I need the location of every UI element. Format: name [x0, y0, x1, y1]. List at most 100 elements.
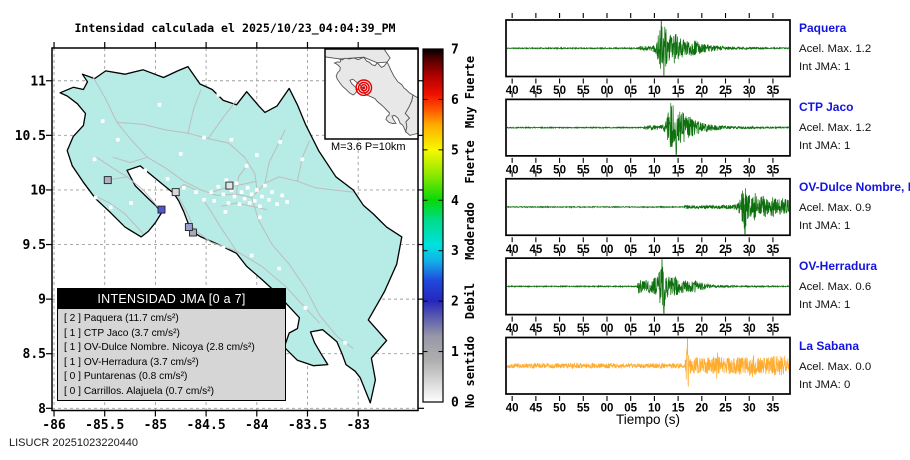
- legend-entry: [ 0 ] Carrillos. Alajuela (0.7 cm/s²): [64, 385, 215, 397]
- intensity-legend: INTENSIDAD JMA [0 a 7] [ 2 ] Paquera (11…: [57, 288, 286, 401]
- station-dots: [92, 93, 347, 365]
- colorbar-category-label: No sentido: [463, 335, 477, 408]
- lat-tick-label: 9.5: [23, 238, 46, 253]
- time-tick-label: 30: [743, 403, 756, 415]
- colorbar-category-label: Muy Fuerte: [463, 55, 477, 128]
- station-dot: [247, 201, 252, 205]
- station-int-jma: Int JMA: 0: [799, 378, 851, 391]
- station-dot: [202, 135, 206, 140]
- colorbar-ticks: [423, 98, 443, 353]
- time-tick-label: 45: [529, 403, 542, 415]
- station-name: La Sabana: [799, 338, 860, 353]
- station-int-jma: Int JMA: 1: [799, 61, 851, 73]
- time-tick-label: 05: [624, 164, 637, 176]
- station-dot: [92, 157, 97, 162]
- time-tick-label: 35: [767, 85, 780, 97]
- station-name: OV-Herradura: [799, 259, 878, 274]
- lon-tick-label: -84.5: [187, 418, 226, 433]
- seismogram-panel: 40 45 50 55 00 05 10 15 20 25 30 35: [505, 251, 791, 335]
- station-dot: [221, 246, 226, 250]
- time-tick-label: 50: [553, 403, 566, 415]
- time-tick-label: 30: [743, 85, 756, 97]
- seismogram-panel: 40 45 50 55 00 05 10 15 20 25 30 35: [505, 171, 791, 256]
- costa-rica-landmass: [59, 65, 403, 404]
- station-dot: [143, 168, 148, 173]
- time-tick-label: 40: [506, 403, 519, 415]
- station-dot: [244, 164, 249, 168]
- time-tick-label: 00: [601, 85, 614, 97]
- station-name: Paquera: [799, 21, 847, 35]
- time-axis-ticks: [511, 330, 774, 401]
- time-tick-label: 40: [506, 323, 519, 335]
- time-tick-label: 05: [624, 403, 637, 415]
- time-tick-label: 00: [601, 164, 614, 176]
- station-dot: [221, 192, 226, 197]
- station-dot: [202, 197, 206, 202]
- time-tick-label: 20: [695, 323, 708, 335]
- legend-title: INTENSIDAD JMA [0 a 7]: [58, 289, 285, 309]
- seismogram-panel: 40 45 50 55 00 05 10 15 20 25 30 35: [505, 13, 791, 97]
- station-dot: [267, 197, 271, 202]
- station-int-jma: Int JMA: 1: [799, 140, 851, 153]
- lat-tick-label: 9: [38, 293, 46, 308]
- station-acel-max: Acel. Max. 1.2: [799, 122, 872, 135]
- station-dot: [258, 215, 262, 220]
- station-dot: [157, 102, 162, 107]
- map-title: Intensidad calculada el 2025/10/23_04:04…: [74, 21, 396, 35]
- station-dot: [229, 137, 234, 142]
- station-acel-max: Acel. Max. 0.6: [799, 281, 872, 294]
- time-tick-label: 40: [506, 244, 519, 256]
- time-tick-label: 55: [577, 323, 590, 335]
- colorbar-tick-label: 4: [451, 194, 459, 209]
- time-tick-label: 30: [743, 164, 756, 176]
- time-tick-label: 30: [743, 244, 756, 256]
- intensity-marker: [171, 188, 180, 197]
- station-dot: [224, 178, 229, 182]
- station-dot: [280, 193, 284, 198]
- map-axis-labels: -86 -85.5 -85 -84.5 -84 -83.5 -83 8 8.5 9 9.5 10 10.…: [15, 74, 370, 433]
- epicenter-icon: [355, 79, 373, 97]
- time-tick-label: 15: [672, 85, 685, 97]
- time-axis-title: Tiempo (s): [615, 412, 680, 427]
- station-dot: [182, 185, 186, 190]
- time-tick-label: 45: [529, 244, 542, 256]
- seismogram-panel: 40 45 50 55 00 05 10 15 20 25 30 35: [505, 92, 791, 176]
- time-tick-label: 20: [695, 85, 708, 97]
- colorbar-tick-label: 0: [451, 396, 459, 411]
- lon-tick-label: -85.5: [85, 418, 124, 433]
- waveform-trace: [507, 338, 789, 387]
- station-dot: [93, 195, 98, 200]
- station-dot: [226, 201, 231, 205]
- time-tick-label: 50: [553, 164, 566, 176]
- station-acel-max: Acel. Max. 1.2: [799, 43, 872, 55]
- time-tick-label: 10: [648, 403, 661, 415]
- time-axis-ticks: [511, 92, 774, 163]
- waveform-trace: [507, 259, 789, 314]
- time-tick-label: 15: [672, 244, 685, 256]
- lon-tick-label: -84: [245, 418, 269, 433]
- inset-frame: [324, 48, 419, 140]
- time-tick-label: 00: [601, 244, 614, 256]
- time-tick-label: 10: [648, 323, 661, 335]
- station-dot: [194, 190, 198, 194]
- time-tick-label: 10: [648, 164, 661, 176]
- station-dot: [109, 205, 113, 210]
- station-dot: [249, 253, 254, 258]
- station-name: CTP Jaco: [799, 100, 854, 115]
- time-tick-label: 25: [719, 85, 732, 97]
- time-tick-label: 50: [553, 244, 566, 256]
- station-dot: [278, 140, 282, 144]
- station-dot: [100, 119, 105, 123]
- panel-frame: [505, 98, 791, 157]
- time-tick-label: 10: [648, 244, 661, 256]
- station-dot: [216, 184, 221, 189]
- lat-tick-label: 10: [30, 183, 46, 198]
- colorbar-tick-label: 7: [451, 43, 459, 58]
- lat-tick-label: 10.5: [15, 129, 46, 144]
- colorbar-category-label: Fuerte: [463, 140, 477, 185]
- footer-code: LISUCR 20251023220440: [9, 437, 139, 449]
- inset-costa-rica: [333, 56, 414, 134]
- colorbar-tick-label: 5: [451, 143, 459, 158]
- time-axis-ticks: [511, 171, 774, 243]
- intensity-marker: [184, 223, 193, 232]
